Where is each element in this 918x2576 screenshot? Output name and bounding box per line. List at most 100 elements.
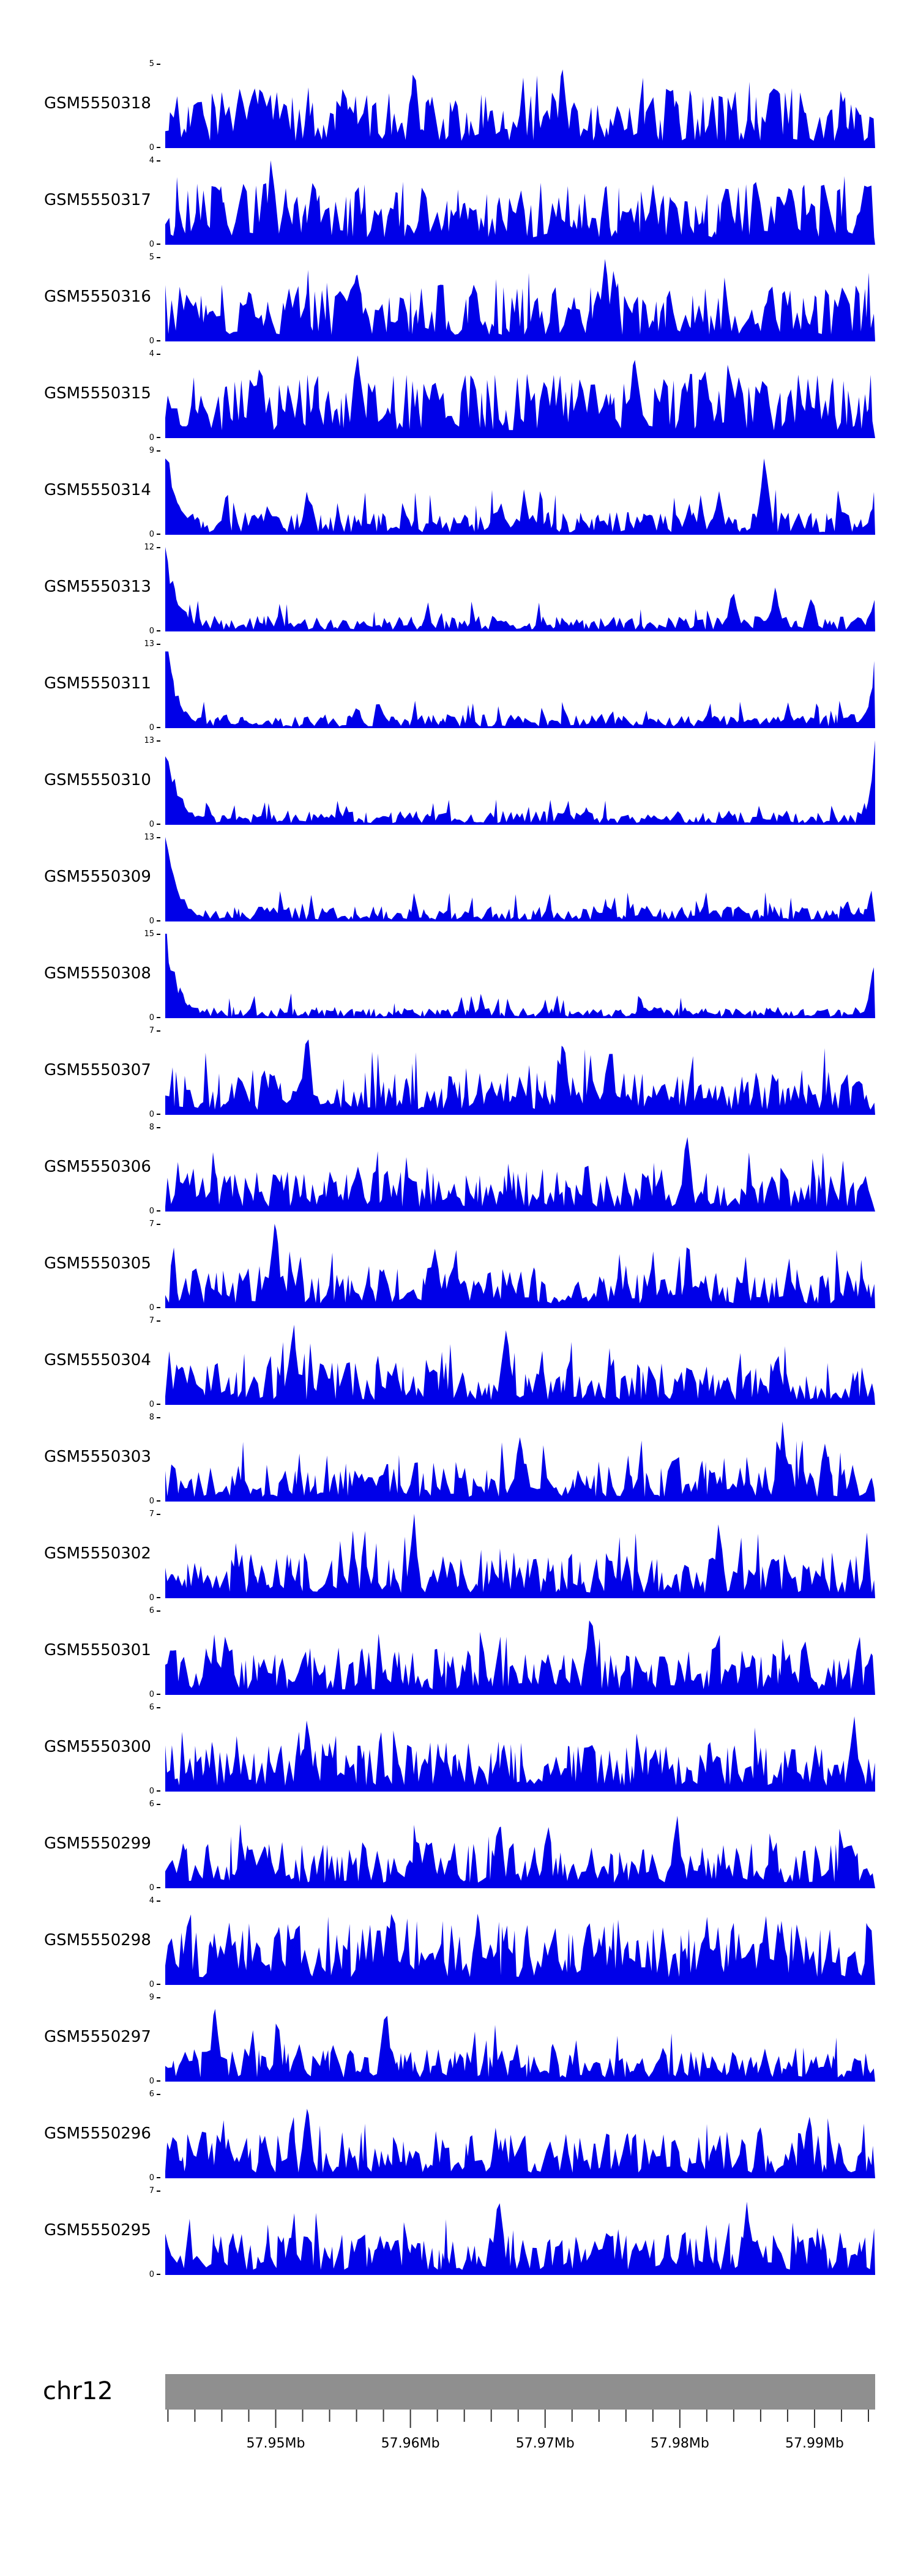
y-axis-max-label: 13 [144,736,154,745]
y-axis-max-label: 4 [149,1896,154,1905]
coverage-area [165,2009,875,2082]
coverage-signal-svg [165,2202,875,2275]
y-axis-tick-bottom [157,920,160,921]
y-axis-tick-bottom [157,1404,160,1405]
coverage-signal-svg [165,651,875,728]
track-row-GSM5550315: GSM5550315 4 0 [0,348,918,445]
signal-plot-area [165,1127,875,1212]
coverage-signal-svg [165,837,875,921]
y-axis-tick-top [157,354,160,355]
coverage-area [165,1421,875,1502]
y-axis-tick-bottom [157,2177,160,2178]
y-axis-max-label: 7 [149,1316,154,1325]
y-axis-tick-bottom [157,824,160,825]
signal-plot-area [165,1900,875,1985]
coverage-area [165,1514,875,1598]
track-label: GSM5550300 [44,1738,151,1756]
y-axis-max-label: 15 [144,929,154,939]
track-label: GSM5550316 [44,288,151,306]
y-axis-zero-label: 0 [149,1883,154,1893]
y-axis-max-label: 8 [149,1413,154,1422]
y-axis-zero-label: 0 [149,530,154,539]
y-axis-tick-top [157,257,160,258]
signal-plot-area [165,1804,875,1888]
y-axis-max-label: 4 [149,349,154,359]
y-axis-zero-label: 0 [149,2270,154,2279]
track-row-GSM5550299: GSM5550299 6 0 [0,1798,918,1895]
track-row-GSM5550300: GSM5550300 6 0 [0,1702,918,1798]
track-label: GSM5550298 [44,1931,151,1949]
y-axis-tick-top [157,837,160,838]
coverage-area [165,1039,875,1115]
y-axis-max-label: 7 [149,1219,154,1229]
y-axis-max-label: 6 [149,2090,154,2099]
y-axis-zero-label: 0 [149,917,154,926]
y-axis-tick-bottom [157,630,160,631]
y-axis-tick-bottom [157,2080,160,2082]
signal-plot-area [165,1610,875,1695]
y-axis-tick-top [157,64,160,65]
track-label: GSM5550307 [44,1061,151,1079]
coverage-signal-svg [165,458,875,535]
coverage-area [165,934,875,1018]
track-y-axis: 15 0 [122,929,160,1022]
track-row-GSM5550302: GSM5550302 7 0 [0,1508,918,1605]
y-axis-tick-bottom [157,1210,160,1212]
y-axis-max-label: 13 [144,833,154,842]
coverage-signal-svg [165,547,875,631]
coverage-signal-svg [165,934,875,1018]
signal-plot-area [165,1707,875,1792]
y-axis-zero-label: 0 [149,1787,154,1796]
track-y-axis: 13 0 [122,736,160,829]
coverage-area [165,160,875,245]
track-row-GSM5550308: GSM5550308 15 0 [0,928,918,1025]
track-row-GSM5550314: GSM5550314 9 0 [0,445,918,542]
coverage-signal-svg [165,1421,875,1502]
y-axis-max-label: 7 [149,2186,154,2195]
track-row-GSM5550305: GSM5550305 7 0 [0,1218,918,1315]
coverage-area [165,2202,875,2275]
coverage-signal-svg [165,2109,875,2178]
coordinate-tick-label: 57.97Mb [516,2436,575,2451]
track-label: GSM5550314 [44,481,151,499]
track-label: GSM5550309 [44,868,151,886]
y-axis-zero-label: 0 [149,723,154,732]
track-y-axis: 13 0 [122,639,160,732]
signal-plot-area [165,2191,875,2275]
genomic-coordinate-ruler: 57.95Mb 57.96Mb 57.97Mb 57.98Mb 57.99Mb [165,2410,875,2465]
signal-plot-area [165,1997,875,2082]
track-label: GSM5550304 [44,1351,151,1369]
coverage-signal-svg [165,1514,875,1598]
track-row-GSM5550301: GSM5550301 6 0 [0,1605,918,1702]
coverage-area [165,458,875,535]
y-axis-tick-bottom [157,1887,160,1888]
track-label: GSM5550311 [44,674,151,693]
y-axis-tick-bottom [157,534,160,535]
signal-plot-area [165,2094,875,2178]
y-axis-zero-label: 0 [149,337,154,346]
coordinate-tick-label: 57.95Mb [247,2436,305,2451]
signal-plot-area [165,934,875,1018]
coverage-signal-svg [165,1716,875,1792]
track-row-GSM5550295: GSM5550295 7 0 [0,2185,918,2282]
coverage-area [165,651,875,728]
coverage-signal-svg [165,1224,875,1308]
y-axis-tick-top [157,934,160,935]
track-row-GSM5550310: GSM5550310 13 0 [0,735,918,832]
signal-plot-area [165,64,875,148]
y-axis-tick-top [157,644,160,645]
y-axis-tick-bottom [157,1597,160,1598]
coverage-signal-svg [165,355,875,438]
y-axis-max-label: 4 [149,156,154,165]
coverage-area [165,355,875,438]
signal-plot-area [165,257,875,341]
y-axis-zero-label: 0 [149,2173,154,2183]
